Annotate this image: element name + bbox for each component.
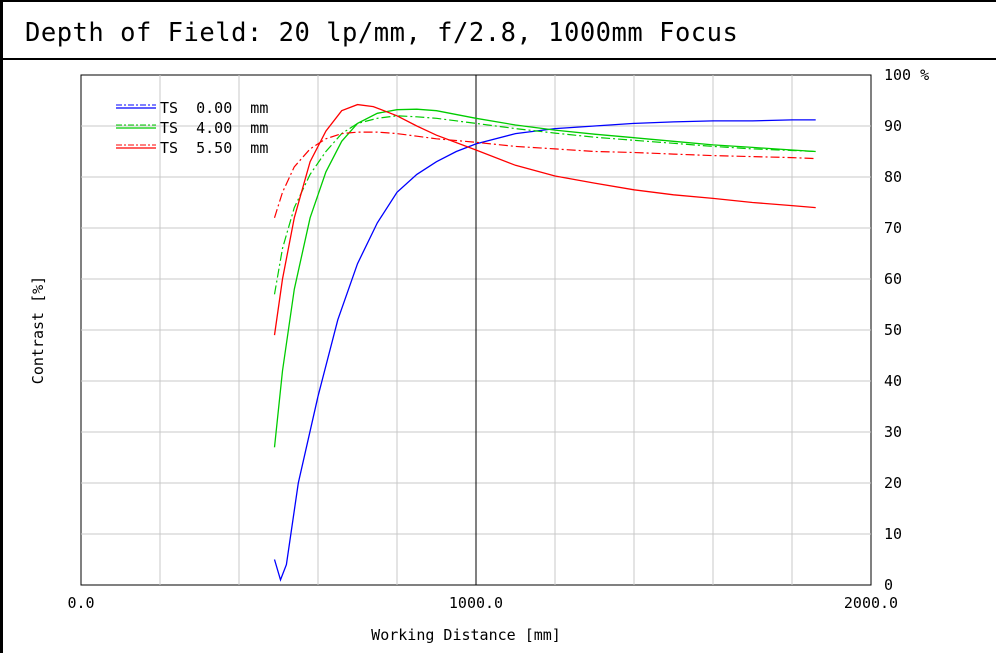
- x-tick-label: 2000.0: [844, 594, 898, 612]
- y-tick-label: 100 %: [884, 66, 929, 84]
- y-tick-label: 10: [884, 525, 902, 543]
- series-1-tangential-line: [273, 108, 816, 448]
- y-tick-label: 20: [884, 474, 902, 492]
- y-tick-labels: 0 10 20 30 40 50 60 70 80 90 100 %: [884, 66, 929, 594]
- series-2-sagittal-line: [273, 131, 816, 218]
- x-tick-labels: 0.0 1000.0 2000.0: [67, 594, 898, 612]
- y-tick-label: 50: [884, 321, 902, 339]
- y-tick-label: 80: [884, 168, 902, 186]
- y-tick-label: 0: [884, 576, 893, 594]
- series-1-sagittal-line: [273, 115, 816, 295]
- y-axis-label: Contrast [%]: [29, 276, 47, 384]
- series-2-tangential-line: [273, 103, 816, 336]
- y-tick-label: 30: [884, 423, 902, 441]
- title-divider: [3, 58, 996, 60]
- x-tick-label: 0.0: [67, 594, 94, 612]
- series-0-tangential-line: [273, 119, 816, 582]
- series-layer: [273, 103, 816, 582]
- x-tick-label: 1000.0: [449, 594, 503, 612]
- y-tick-label: 40: [884, 372, 902, 390]
- y-tick-label: 60: [884, 270, 902, 288]
- y-tick-label: 70: [884, 219, 902, 237]
- legend-entry-label: TS 0.00 mm: [160, 99, 268, 117]
- x-axis-label: Working Distance [mm]: [371, 626, 561, 644]
- y-tick-label: 90: [884, 117, 902, 135]
- legend: TS 0.00 mm TS 4.00 mm TS 5.50 mm: [116, 99, 268, 157]
- legend-entry-label: TS 5.50 mm: [160, 139, 268, 157]
- legend-entry-label: TS 4.00 mm: [160, 119, 268, 137]
- chart-title: Depth of Field: 20 lp/mm, f/2.8, 1000mm …: [25, 18, 739, 48]
